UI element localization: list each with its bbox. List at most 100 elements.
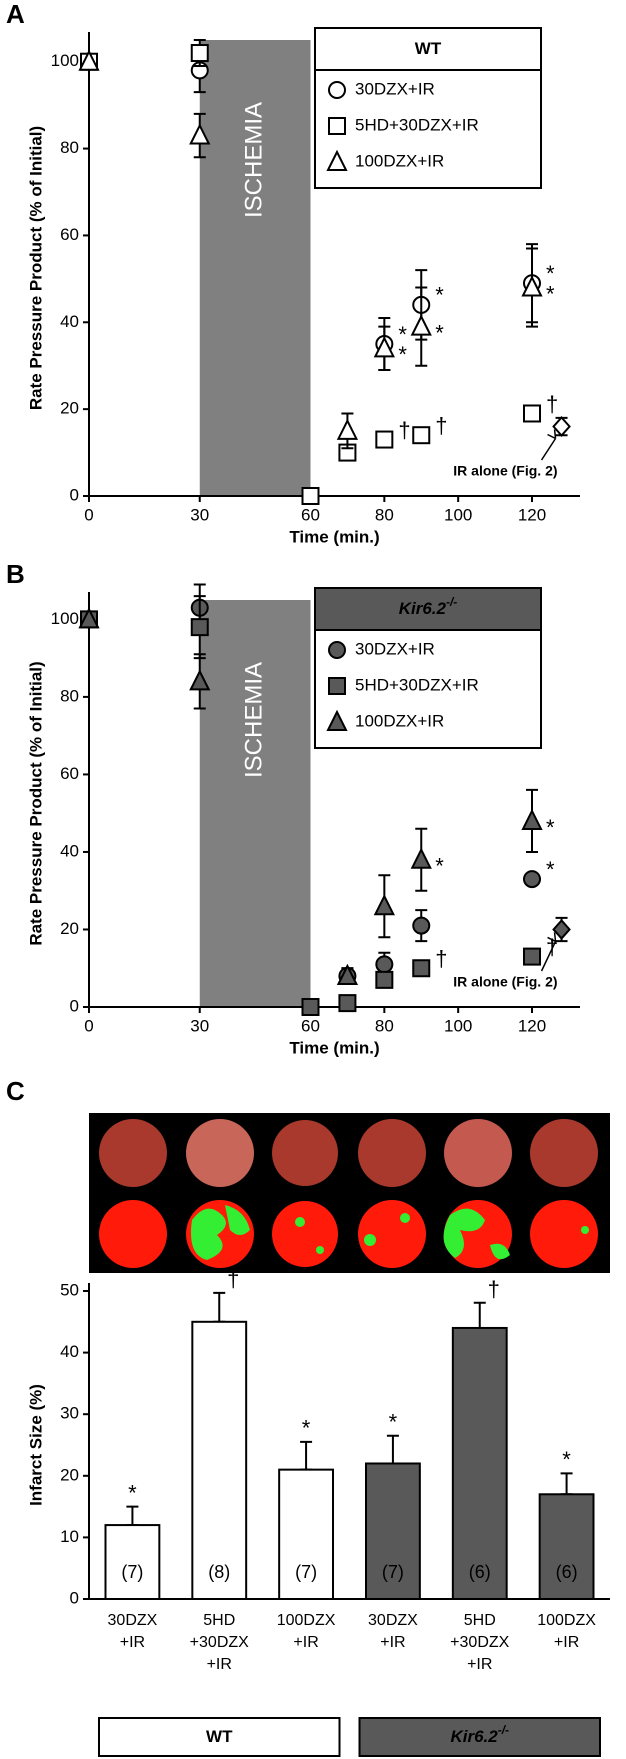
group-label-text: WT bbox=[206, 1727, 233, 1746]
y-tick-label: 0 bbox=[70, 485, 79, 504]
ischemia-band bbox=[199, 600, 311, 1007]
ischemia-label: ISCHEMIA bbox=[240, 102, 267, 218]
group-label-sup: -/- bbox=[498, 1723, 509, 1737]
y-tick-label: 40 bbox=[60, 312, 79, 331]
group-box bbox=[98, 1717, 341, 1757]
significance-mark: † bbox=[227, 1267, 239, 1292]
significance-mark: * bbox=[128, 1480, 137, 1505]
y-tick-label: 0 bbox=[70, 1588, 79, 1607]
x-tick-label: 5HD bbox=[464, 1612, 496, 1629]
marker bbox=[373, 893, 395, 916]
y-axis-label: Rate Pressure Product (% of Initial) bbox=[26, 126, 45, 410]
x-tick-label: 120 bbox=[518, 505, 546, 524]
reference-label: IR alone (Fig. 2) bbox=[453, 463, 557, 479]
n-label: (6) bbox=[469, 1562, 491, 1582]
legend-marker bbox=[328, 117, 346, 135]
legend-title-text: Kir6.2 bbox=[399, 599, 447, 618]
significance-mark: * bbox=[302, 1416, 311, 1441]
marker bbox=[190, 618, 209, 637]
bar bbox=[104, 1524, 161, 1600]
legend-label: 100DZX+IR bbox=[355, 151, 444, 170]
x-tick-label: 30DZX bbox=[108, 1612, 158, 1629]
x-tick-label: 0 bbox=[84, 1016, 93, 1035]
marker bbox=[190, 44, 209, 63]
marker bbox=[189, 123, 211, 145]
panel-label: C bbox=[6, 1076, 25, 1106]
ischemia-label: ISCHEMIA bbox=[240, 662, 267, 778]
significance-mark: * bbox=[398, 322, 407, 347]
x-tick-label: 100DZX bbox=[277, 1612, 336, 1629]
y-axis-label: Infarct Size (%) bbox=[26, 1384, 45, 1506]
x-tick-label: +IR bbox=[120, 1634, 145, 1651]
significance-mark: * bbox=[435, 283, 444, 308]
y-tick-label: 30 bbox=[60, 1404, 79, 1423]
legend-label: 30DZX+IR bbox=[355, 639, 435, 658]
legend-header bbox=[314, 587, 542, 631]
n-label: (8) bbox=[208, 1562, 230, 1582]
heart-photos bbox=[89, 1113, 610, 1273]
x-tick-label: 80 bbox=[375, 505, 394, 524]
bar bbox=[451, 1326, 508, 1600]
x-tick-label: 120 bbox=[518, 1016, 546, 1035]
marker bbox=[523, 404, 542, 423]
marker bbox=[375, 970, 394, 989]
x-tick-label: 30 bbox=[190, 505, 209, 524]
ischemia-band bbox=[199, 40, 311, 496]
marker bbox=[412, 959, 431, 978]
n-label: (7) bbox=[295, 1562, 317, 1582]
marker bbox=[523, 870, 542, 889]
bar bbox=[538, 1493, 595, 1601]
y-tick-label: 100 bbox=[51, 609, 79, 628]
significance-mark: * bbox=[562, 1447, 571, 1472]
x-tick-label: +IR bbox=[380, 1634, 405, 1651]
y-tick-label: 40 bbox=[60, 1342, 79, 1361]
marker bbox=[189, 669, 211, 691]
error-bar bbox=[473, 1301, 486, 1329]
x-tick-label: 0 bbox=[84, 505, 93, 524]
y-tick-label: 60 bbox=[60, 764, 79, 783]
significance-mark: † bbox=[435, 946, 447, 971]
x-axis-label: Time (min.) bbox=[289, 527, 379, 546]
significance-mark: * bbox=[546, 261, 555, 286]
y-tick-label: 20 bbox=[60, 919, 79, 938]
error-bar bbox=[126, 1505, 139, 1527]
legend-label: 5HD+30DZX+IR bbox=[355, 675, 479, 694]
marker bbox=[523, 947, 542, 966]
marker bbox=[336, 963, 359, 985]
x-tick-label: +30DZX bbox=[450, 1634, 509, 1651]
x-tick-label: +IR bbox=[467, 1656, 492, 1673]
group-label-text: Kir6.2 bbox=[450, 1727, 498, 1746]
y-tick-label: 80 bbox=[60, 138, 79, 157]
y-tick-label: 40 bbox=[60, 841, 79, 860]
significance-mark: * bbox=[546, 857, 555, 882]
significance-mark: * bbox=[398, 342, 407, 367]
y-tick-label: 10 bbox=[60, 1527, 79, 1546]
marker bbox=[410, 314, 432, 336]
reference-label: IR alone (Fig. 2) bbox=[453, 974, 557, 990]
legend-title: Kir6.2-/- bbox=[399, 595, 458, 618]
significance-mark: † bbox=[546, 391, 558, 416]
y-tick-label: 80 bbox=[60, 686, 79, 705]
legend-label: 100DZX+IR bbox=[355, 711, 444, 730]
reference-arrow bbox=[540, 932, 557, 972]
x-tick-label: 100 bbox=[444, 505, 472, 524]
error-bar bbox=[560, 1472, 573, 1496]
x-tick-label: +IR bbox=[554, 1634, 579, 1651]
significance-mark: * bbox=[435, 854, 444, 879]
significance-mark: † bbox=[435, 413, 447, 438]
bar bbox=[191, 1320, 248, 1601]
marker bbox=[78, 49, 100, 71]
error-bar bbox=[386, 1434, 399, 1465]
x-tick-label: 30DZX bbox=[368, 1612, 418, 1629]
panel-label: B bbox=[6, 559, 25, 589]
marker bbox=[412, 426, 431, 445]
significance-mark: * bbox=[435, 320, 444, 345]
significance-mark: * bbox=[546, 281, 555, 306]
y-tick-label: 100 bbox=[51, 51, 79, 70]
bar bbox=[364, 1462, 421, 1600]
legend-marker bbox=[328, 641, 346, 659]
marker bbox=[412, 916, 431, 935]
y-tick-label: 20 bbox=[60, 399, 79, 418]
y-tick-label: 60 bbox=[60, 225, 79, 244]
x-tick-label: +30DZX bbox=[190, 1634, 249, 1651]
